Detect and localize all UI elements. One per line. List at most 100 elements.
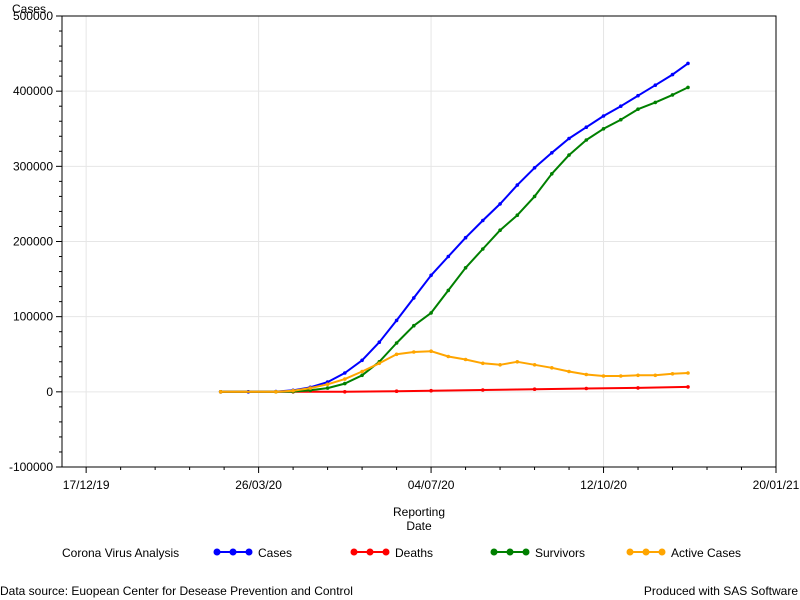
data-point (686, 385, 690, 389)
x-tick-label: 17/12/19 (63, 478, 110, 492)
legend-label: Cases (258, 546, 292, 560)
data-point (308, 386, 313, 390)
legend-item: Survivors (490, 546, 585, 560)
legend-item: Active Cases (626, 546, 741, 560)
data-point (463, 235, 468, 240)
data-point (515, 360, 520, 364)
data-point (636, 386, 640, 390)
data-point (584, 125, 589, 129)
data-point (653, 100, 658, 105)
legend-label: Survivors (535, 546, 585, 560)
data-point (567, 136, 571, 141)
data-point (601, 374, 606, 378)
data-point (481, 361, 485, 366)
legend-label: Deaths (395, 546, 433, 560)
data-point (636, 93, 640, 98)
data-point (412, 296, 416, 300)
series-active-cases (218, 349, 690, 394)
data-point (653, 83, 658, 87)
data-point (532, 363, 537, 367)
data-point (446, 288, 451, 293)
data-point (584, 386, 589, 391)
data-point (481, 218, 485, 223)
data-point (325, 386, 330, 390)
data-point (360, 358, 364, 363)
legend-marker (350, 548, 358, 556)
data-point (601, 127, 606, 131)
data-point (446, 354, 451, 359)
software-credit-footnote: Produced with SAS Software (643, 584, 798, 598)
series-deaths (218, 385, 690, 394)
x-tick-label: 12/10/20 (580, 478, 627, 492)
data-point (343, 390, 347, 394)
legend-label: Active Cases (671, 546, 741, 560)
legend-marker (382, 548, 390, 556)
data-point (343, 381, 347, 386)
data-point (567, 153, 571, 157)
data-point (274, 390, 278, 394)
data-point (446, 254, 451, 259)
data-point (481, 247, 485, 251)
data-point (394, 389, 399, 394)
series-line (220, 62, 689, 393)
legend-title: Corona Virus Analysis (62, 546, 179, 560)
legend-item: Cases (213, 546, 292, 560)
y-tick-label: 400000 (13, 84, 53, 98)
data-point (291, 388, 295, 393)
y-tick-label: 200000 (13, 235, 53, 249)
data-point (343, 371, 347, 375)
data-point (325, 382, 330, 387)
data-point (670, 372, 675, 376)
data-point (686, 61, 690, 66)
data-point (429, 311, 433, 315)
data-point (515, 183, 520, 187)
legend-marker (245, 548, 253, 556)
data-point (360, 373, 364, 378)
x-axis-label-line-1: Reporting (393, 505, 445, 519)
data-point (429, 349, 433, 354)
legend-marker (522, 548, 530, 556)
legend-marker (642, 548, 650, 556)
y-axis-label: Cases (12, 2, 46, 16)
data-point (670, 72, 675, 77)
series-layer (218, 61, 690, 394)
x-tick-label: 20/01/21 (753, 478, 800, 492)
data-point (360, 369, 364, 374)
legend-marker (506, 548, 514, 556)
data-source-footnote: Data source: Euopean Center for Desease … (0, 584, 353, 598)
data-point (584, 372, 589, 377)
data-point (619, 117, 623, 122)
data-point (532, 194, 537, 199)
data-point (498, 228, 502, 232)
data-point (463, 266, 468, 270)
data-point (394, 352, 399, 357)
series-cases (218, 61, 690, 394)
data-point (377, 361, 382, 366)
data-point (653, 373, 658, 378)
series-line (220, 86, 689, 393)
legend-marker (490, 548, 498, 556)
data-point (498, 363, 502, 367)
y-tick-label: 100000 (13, 310, 53, 324)
data-point (584, 138, 589, 142)
grid-lines (62, 15, 777, 468)
data-point (550, 366, 554, 370)
data-point (670, 93, 675, 97)
data-point (686, 85, 690, 90)
data-point (429, 388, 433, 393)
data-point (532, 166, 537, 170)
data-point (429, 273, 433, 278)
axes: -100000 0 100000 200000 300000 400000 500000 17… (9, 9, 800, 492)
data-point (481, 388, 485, 392)
x-tick-label: 26/03/20 (235, 478, 282, 492)
legend-marker (658, 548, 666, 556)
data-point (412, 323, 416, 328)
data-point (394, 341, 399, 345)
data-point (636, 107, 640, 111)
y-tick-label: 500000 (13, 9, 53, 23)
data-point (619, 374, 623, 378)
data-point (343, 377, 347, 381)
y-tick-label: 0 (46, 385, 53, 399)
data-point (377, 340, 382, 345)
